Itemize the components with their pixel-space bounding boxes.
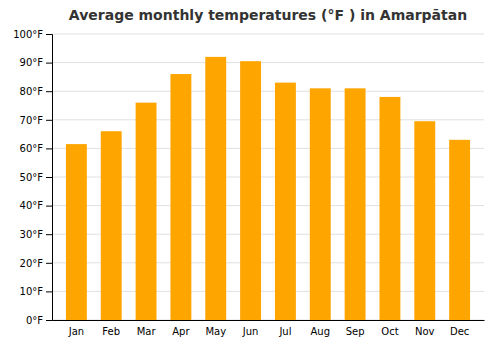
y-axis: 0°F 10°F 20°F 30°F 40°F 50°F 60°F 70°F 80°F 90°F 1… <box>13 29 52 326</box>
tick-label: Apr <box>172 326 190 337</box>
tick-label: 0°F <box>26 315 43 326</box>
tick-mark <box>46 177 52 178</box>
bar <box>66 144 87 320</box>
bar <box>101 131 122 320</box>
tick-mark <box>46 34 52 35</box>
tick-mark <box>46 263 52 264</box>
tick-label: 60°F <box>20 143 44 154</box>
tick: 90°F <box>20 57 52 68</box>
tick-label: 50°F <box>20 172 44 183</box>
tick-label: 40°F <box>20 200 44 211</box>
tick: Jun <box>242 326 259 337</box>
tick-label: 80°F <box>20 86 44 97</box>
tick: Jan <box>68 326 84 337</box>
tick-label: Dec <box>450 326 469 337</box>
tick-mark <box>46 148 52 149</box>
grid-line <box>52 91 484 92</box>
grid-line <box>52 34 484 35</box>
bar <box>170 74 191 320</box>
tick-label: 90°F <box>20 57 44 68</box>
bar <box>240 61 261 320</box>
title: Average monthly temperatures (°F ) in Am… <box>69 7 467 23</box>
bar <box>414 121 435 320</box>
tick-label: Jan <box>68 326 84 337</box>
tick-label: 100°F <box>13 29 43 40</box>
tick-mark <box>46 234 52 235</box>
tick-label: Oct <box>381 326 398 337</box>
tick-mark <box>46 91 52 92</box>
bar <box>379 97 400 320</box>
tick: Feb <box>102 326 120 337</box>
tick: Apr <box>172 326 190 337</box>
tick-mark <box>46 206 52 207</box>
tick: 10°F <box>20 286 52 297</box>
chart-container: 0°F 10°F 20°F 30°F 40°F 50°F 60°F 70°F 80°F 90°F 1… <box>0 0 500 350</box>
tick: May <box>205 326 226 337</box>
tick: Jul <box>278 326 291 337</box>
tick-label: 70°F <box>20 115 44 126</box>
chart: 0°F 10°F 20°F 30°F 40°F 50°F 60°F 70°F 80°F 90°F 1… <box>0 0 500 350</box>
bar <box>136 103 157 320</box>
bar <box>310 88 331 320</box>
tick-label: Jul <box>278 326 291 337</box>
bars <box>66 57 470 320</box>
tick: 50°F <box>20 172 52 183</box>
grid-line <box>52 119 484 120</box>
tick: Nov <box>415 326 435 337</box>
axis-line <box>53 320 485 321</box>
tick-mark <box>46 63 52 64</box>
tick: 40°F <box>20 200 52 211</box>
tick: Oct <box>381 326 398 337</box>
tick: 70°F <box>20 115 52 126</box>
tick: Mar <box>137 326 157 337</box>
tick-label: Feb <box>102 326 120 337</box>
tick-mark <box>46 320 52 321</box>
tick: 80°F <box>20 86 52 97</box>
tick: 20°F <box>20 258 52 269</box>
axis-line <box>46 35 53 321</box>
tick-label: Aug <box>310 326 330 337</box>
tick: 0°F <box>26 315 52 326</box>
plot: 0°F 10°F 20°F 30°F 40°F 50°F 60°F 70°F 80°F 90°F 1… <box>13 29 484 337</box>
tick-label: May <box>205 326 226 337</box>
tick: 30°F <box>20 229 52 240</box>
bar <box>205 57 226 320</box>
tick: Dec <box>450 326 469 337</box>
tick-label: 30°F <box>20 229 44 240</box>
tick-label: 20°F <box>20 258 44 269</box>
tick: 60°F <box>20 143 52 154</box>
bar <box>449 140 470 320</box>
tick-mark <box>46 291 52 292</box>
grid-line <box>52 62 484 63</box>
tick-label: Jun <box>242 326 259 337</box>
grid <box>52 34 484 320</box>
tick: 100°F <box>13 29 52 40</box>
x-axis: Jan Feb Mar Apr May Jun Jul Aug Sep Oct Nov Dec <box>53 321 485 338</box>
tick-label: 10°F <box>20 286 44 297</box>
tick: Sep <box>346 326 365 337</box>
tick: Aug <box>310 326 330 337</box>
bar <box>345 88 366 320</box>
tick-label: Mar <box>137 326 157 337</box>
tick-label: Sep <box>346 326 365 337</box>
tick-label: Nov <box>415 326 435 337</box>
tick-mark <box>46 120 52 121</box>
bar <box>275 83 296 320</box>
